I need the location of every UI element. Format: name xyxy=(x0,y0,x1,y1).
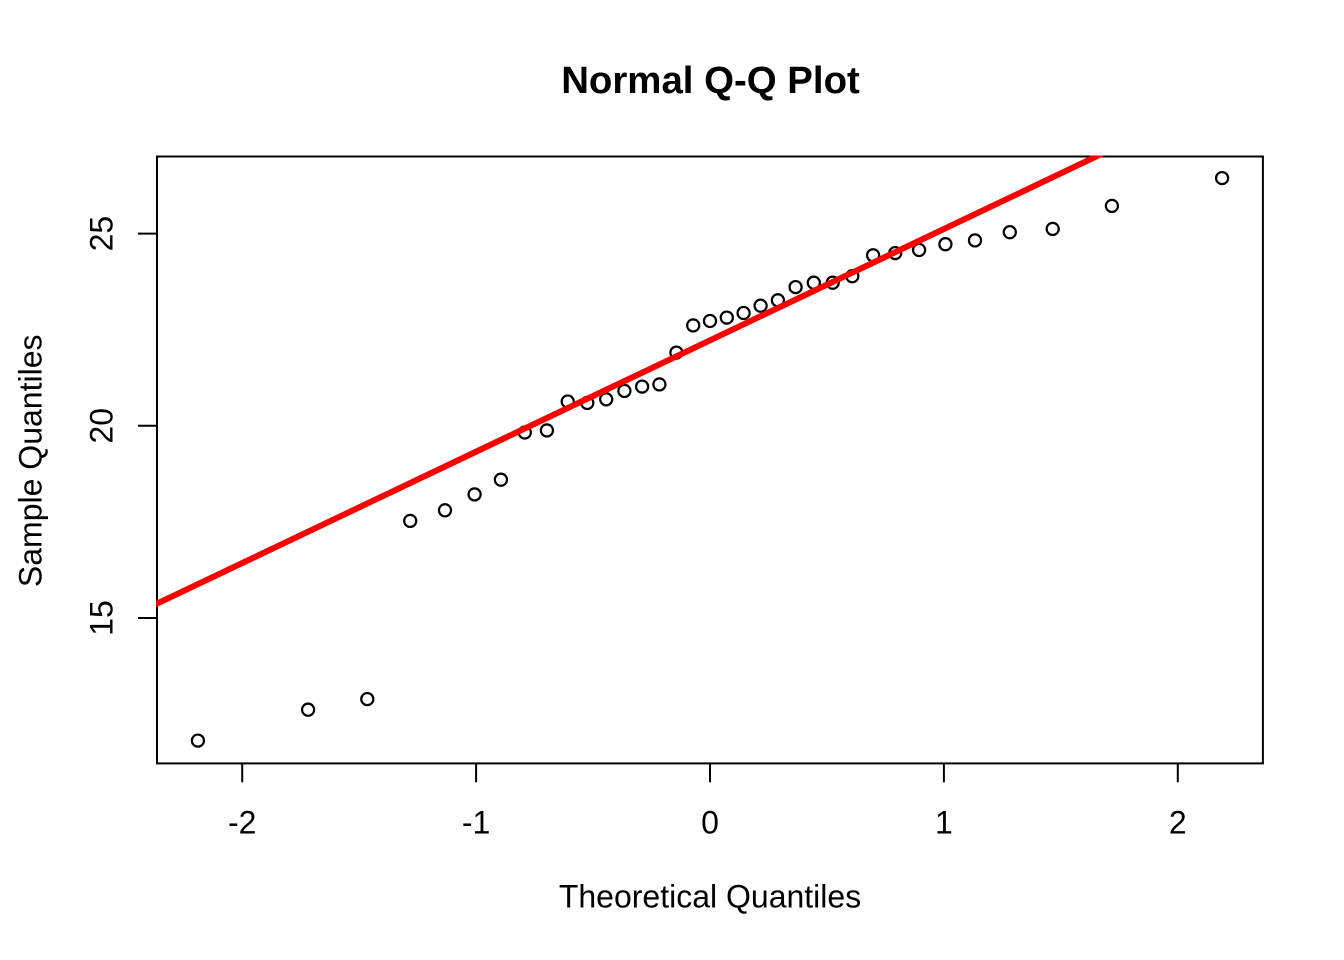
svg-text:Normal Q-Q Plot: Normal Q-Q Plot xyxy=(561,59,860,102)
svg-text:15: 15 xyxy=(84,600,120,636)
svg-text:-1: -1 xyxy=(462,805,490,841)
svg-text:0: 0 xyxy=(701,805,719,841)
svg-text:Sample Quantiles: Sample Quantiles xyxy=(13,335,49,588)
svg-text:25: 25 xyxy=(84,216,120,252)
svg-text:2: 2 xyxy=(1169,805,1187,841)
svg-text:20: 20 xyxy=(84,408,120,444)
svg-text:Theoretical Quantiles: Theoretical Quantiles xyxy=(559,879,861,915)
svg-text:-2: -2 xyxy=(228,805,256,841)
svg-text:1: 1 xyxy=(935,805,953,841)
